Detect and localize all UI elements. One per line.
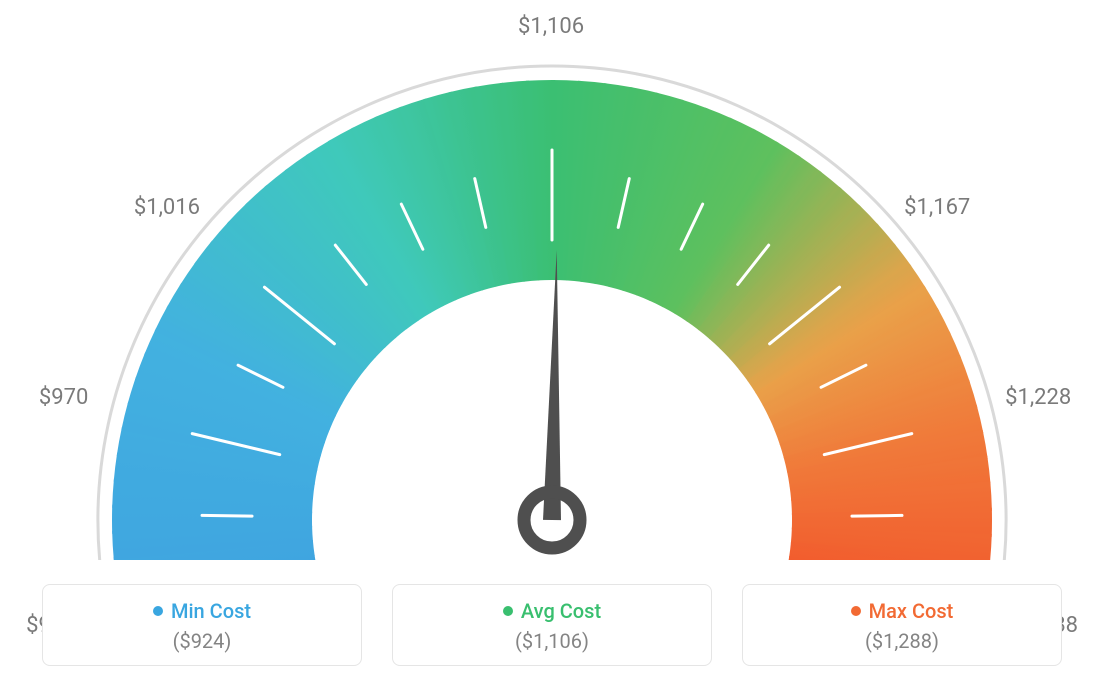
gauge-tick-label: $1,167 — [904, 195, 970, 220]
gauge-tick-label: $1,228 — [1005, 385, 1071, 410]
legend-min-label: Min Cost — [171, 599, 251, 623]
legend-max-value: ($1,288) — [743, 629, 1061, 653]
legend-min-value: ($924) — [43, 629, 361, 653]
legend-card-avg: Avg Cost ($1,106) — [392, 584, 712, 666]
legend-card-max: Max Cost ($1,288) — [742, 584, 1062, 666]
legend-max-label: Max Cost — [869, 599, 954, 623]
legend-min-title: Min Cost — [153, 599, 251, 623]
cost-gauge-chart: $924$970$1,016$1,106$1,167$1,228$1,288 M… — [0, 0, 1104, 690]
legend-avg-title: Avg Cost — [503, 599, 601, 623]
legend-card-min: Min Cost ($924) — [42, 584, 362, 666]
legend-avg-label: Avg Cost — [521, 599, 601, 623]
legend-max-title: Max Cost — [851, 599, 954, 623]
legend-max-dot — [851, 606, 861, 616]
legend-avg-dot — [503, 606, 513, 616]
gauge-tick-label: $970 — [39, 385, 88, 410]
legend-min-dot — [153, 606, 163, 616]
gauge-tick-label: $1,106 — [518, 14, 584, 39]
gauge-area: $924$970$1,016$1,106$1,167$1,228$1,288 — [0, 0, 1104, 560]
legend-avg-value: ($1,106) — [393, 629, 711, 653]
legend-row: Min Cost ($924) Avg Cost ($1,106) Max Co… — [0, 584, 1104, 666]
gauge-svg — [0, 0, 1104, 560]
gauge-tick-label: $1,016 — [134, 195, 200, 220]
